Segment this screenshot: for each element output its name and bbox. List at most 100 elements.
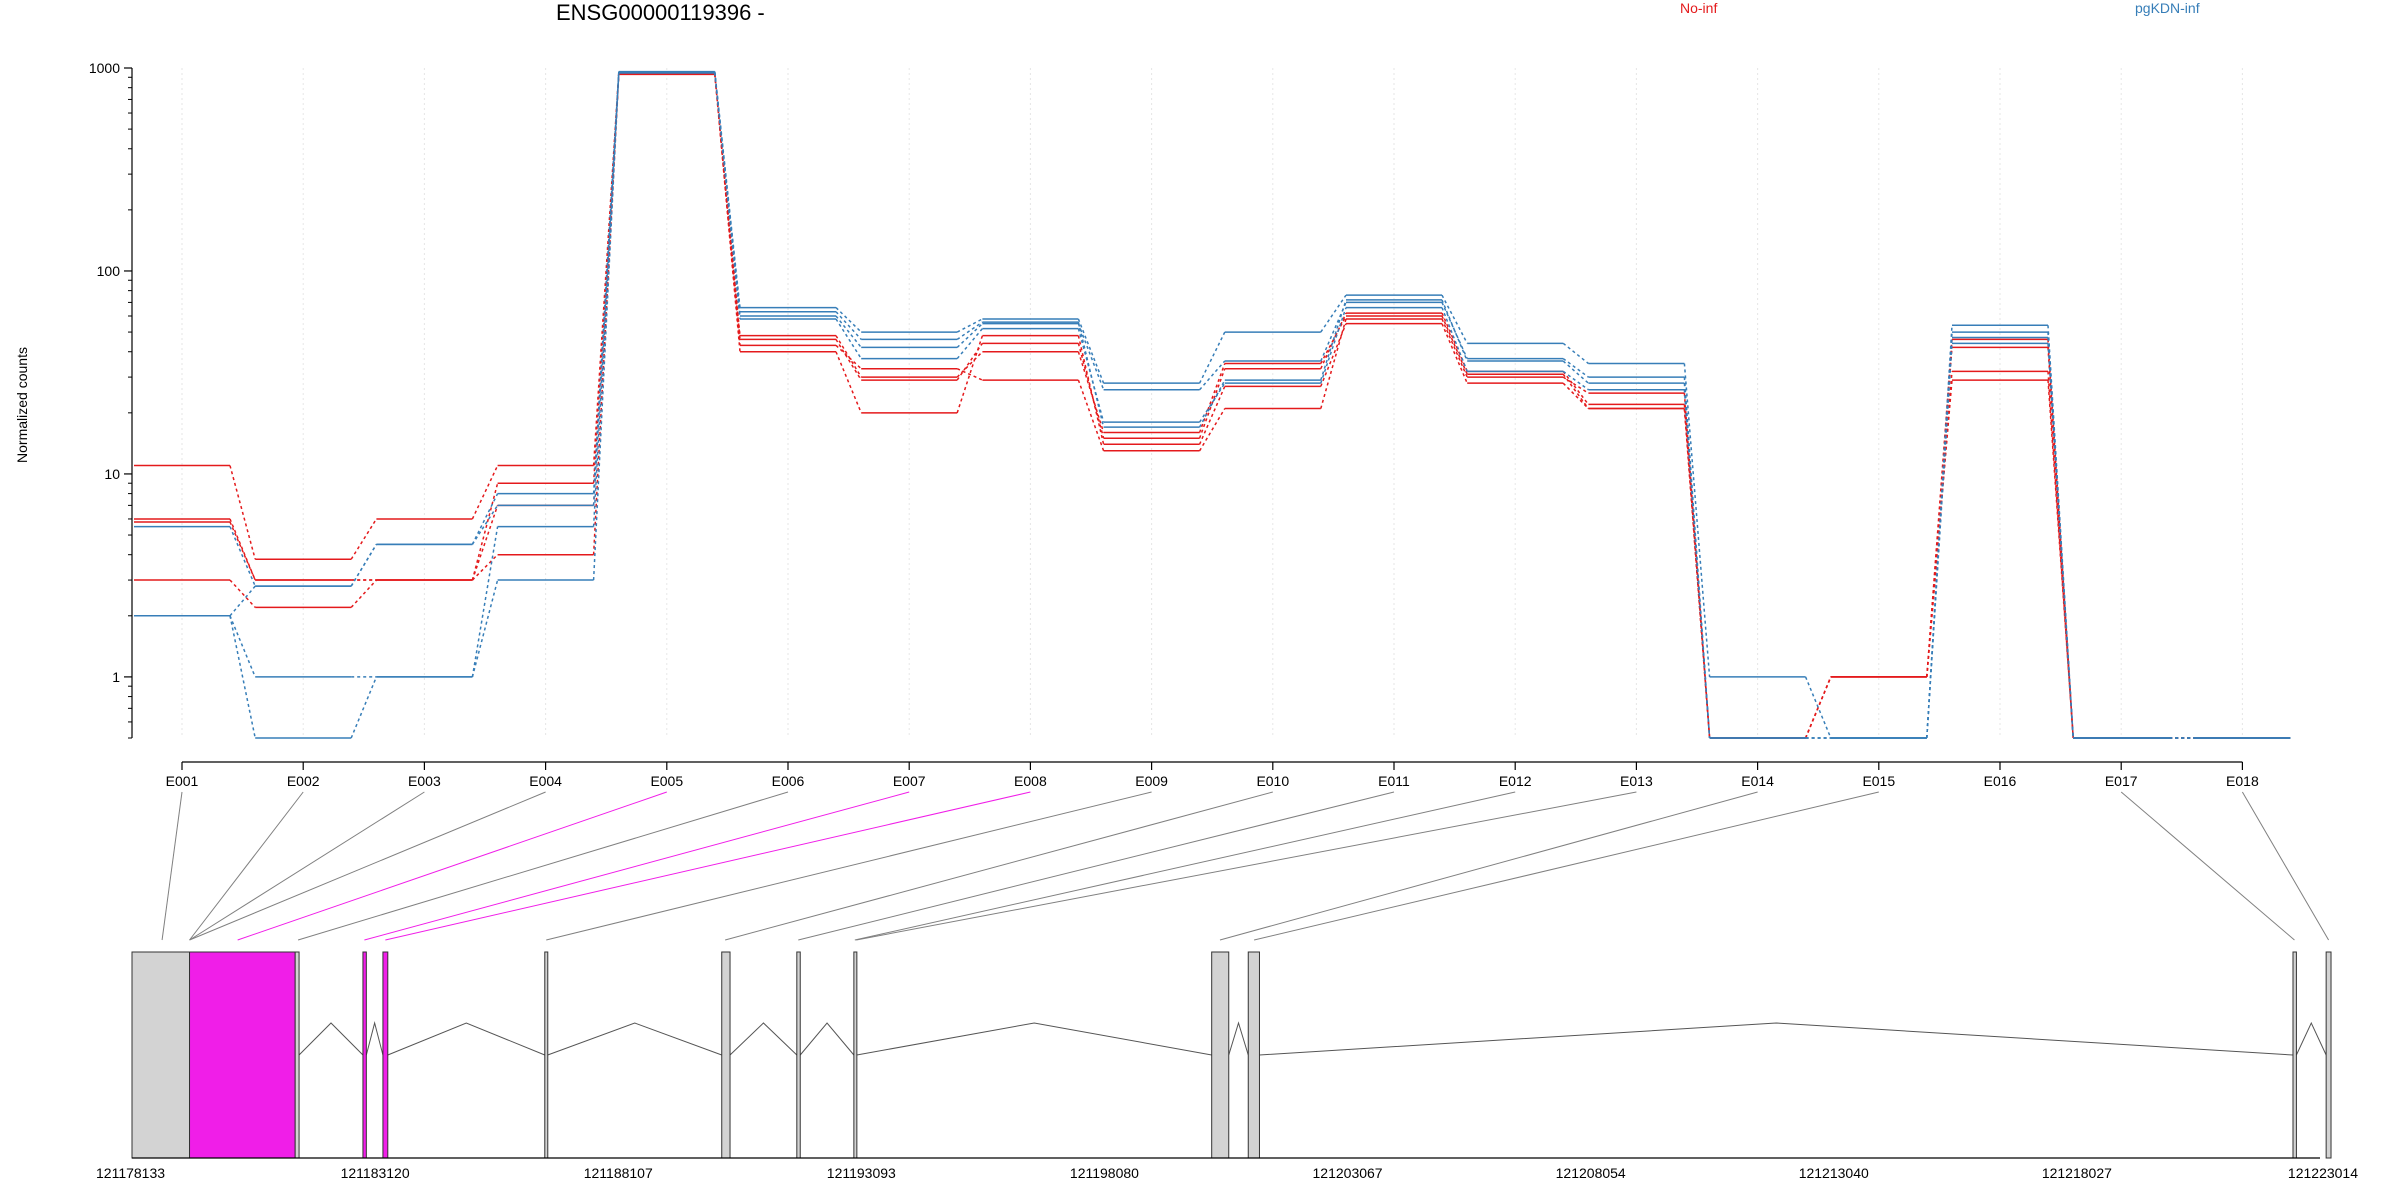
- series-8-pgkdn-inf-connector: [471, 504, 499, 545]
- series-6-pgkdn-inf-connector: [835, 315, 862, 348]
- series-4-no-inf-connector: [1198, 363, 1226, 433]
- x-tick-label-E005: E005: [650, 773, 683, 789]
- series-5-pgkdn-inf-connector: [1683, 363, 1711, 677]
- series-6-pgkdn-inf-connector: [350, 676, 378, 739]
- x-tick-label-E008: E008: [1014, 773, 1047, 789]
- genomic-tick-label: 121188107: [584, 1165, 653, 1181]
- connector-E010: [725, 791, 1273, 941]
- series-4-no-inf-connector: [471, 505, 499, 581]
- series-7-pgkdn-inf-connector: [1562, 370, 1589, 391]
- series-1-no-inf-connector: [835, 339, 862, 381]
- series-2-no-inf-connector: [835, 351, 862, 414]
- series-7-pgkdn-inf-connector: [229, 615, 256, 678]
- chart-title: ENSG00000119396 -: [556, 0, 765, 25]
- series-7-pgkdn-inf-connector: [1320, 307, 1347, 384]
- series-8-pgkdn-inf-connector: [1441, 299, 1468, 362]
- genomic-tick-label: 121203067: [1313, 1165, 1383, 1181]
- series-5-pgkdn-inf-connector: [229, 526, 256, 587]
- exon-box-E004: [362, 951, 367, 1159]
- series-2-no-inf-connector: [1441, 323, 1468, 384]
- series-3-no-inf-connector: [956, 368, 983, 381]
- series-6-pgkdn-inf-connector: [1441, 302, 1468, 359]
- series-4-no-inf-connector: [1562, 373, 1590, 409]
- series-4-no-inf-connector: [1077, 351, 1105, 433]
- series-6-pgkdn-inf-connector: [229, 615, 256, 739]
- x-tick-label-E012: E012: [1499, 773, 1532, 789]
- series-1-no-inf-connector: [471, 465, 499, 520]
- x-tick-label-E003: E003: [408, 773, 441, 789]
- connector-E018: [2241, 791, 2330, 941]
- connector-E006: [297, 791, 789, 941]
- series-3-no-inf-connector: [229, 579, 256, 608]
- series-6-pgkdn-inf-connector: [1320, 302, 1347, 362]
- exon-box-E010: [721, 951, 731, 1159]
- exon-box-E015: [1211, 951, 1230, 1159]
- exon-box-E018: [2325, 951, 2332, 1159]
- series-8-pgkdn-inf-connector: [956, 321, 983, 341]
- series-1-no-inf-connector: [1562, 370, 1589, 405]
- series-5-pgkdn-inf-connector: [471, 493, 499, 545]
- genomic-tick-label: 121198080: [1070, 1165, 1139, 1181]
- series-1-no-inf-connector: [1441, 312, 1468, 372]
- x-tick-label-E002: E002: [287, 773, 320, 789]
- intron-line: [547, 1022, 722, 1056]
- series-4-no-inf-connector: [835, 335, 862, 378]
- x-tick-label-E010: E010: [1256, 773, 1289, 789]
- connector-E014: [1219, 791, 1758, 941]
- series-3-no-inf-connector: [350, 579, 377, 608]
- series-8-pgkdn-inf-connector: [1683, 383, 1711, 739]
- genomic-tick-label: 121213040: [1799, 1165, 1869, 1181]
- series-6-pgkdn-inf-connector: [471, 579, 499, 678]
- genomic-tick-label: 121218027: [2042, 1165, 2112, 1181]
- connector-E009: [546, 791, 1152, 941]
- series-2-no-inf-connector: [471, 483, 499, 581]
- connector-E003: [189, 791, 425, 941]
- x-tick-label-E001: E001: [166, 773, 199, 789]
- y-tick-label-10: 10: [104, 466, 120, 482]
- series-5-pgkdn-inf-connector: [956, 318, 983, 333]
- x-tick-label-E015: E015: [1862, 773, 1895, 789]
- series-2-no-inf-connector: [1198, 386, 1226, 445]
- x-tick-label-E016: E016: [1984, 773, 2017, 789]
- series-1-no-inf-connector: [229, 465, 256, 560]
- y-tick-label-1000: 1000: [89, 60, 120, 76]
- series-7-pgkdn-inf-connector: [592, 72, 620, 527]
- series-3-no-inf-connector: [2047, 371, 2074, 739]
- connector-E015: [1253, 791, 1879, 941]
- series-8-pgkdn-inf-connector: [1320, 299, 1347, 381]
- series-7-pgkdn-inf-connector: [1198, 382, 1226, 423]
- genomic-tick-label: 121208054: [1556, 1165, 1626, 1181]
- connector-E004: [189, 791, 546, 941]
- connector-E007: [364, 791, 910, 941]
- series-8-pgkdn-inf-connector: [1926, 343, 1953, 739]
- connector-E005: [237, 791, 667, 941]
- series-8-pgkdn-inf-connector: [1198, 379, 1226, 428]
- x-tick-label-E014: E014: [1741, 773, 1774, 789]
- exon-box-E001: [131, 951, 191, 1159]
- connector-E002: [189, 791, 304, 941]
- exon-box-E003: [294, 951, 300, 1159]
- exon-box-E005: [382, 951, 389, 1159]
- connector-E017: [2120, 791, 2295, 941]
- intron-line: [365, 1021, 384, 1056]
- exon-box-E017: [2292, 951, 2297, 1159]
- series-5-pgkdn-inf-connector: [1562, 342, 1589, 365]
- intron-line: [856, 1022, 1212, 1056]
- series-8-pgkdn-inf-connector: [714, 72, 741, 312]
- series-7-pgkdn-inf-connector: [1441, 307, 1468, 372]
- series-4-no-inf-connector: [1926, 380, 1953, 677]
- intron-line: [2295, 1021, 2327, 1056]
- legend-pgkdn-inf: pgKDN-inf: [2135, 0, 2200, 16]
- intron-line: [1228, 1021, 1249, 1056]
- series-2-no-inf-connector: [229, 518, 256, 581]
- x-tick-label-E007: E007: [893, 773, 926, 789]
- series-1-no-inf-connector: [350, 518, 378, 560]
- series-3-no-inf-connector: [1562, 376, 1589, 394]
- connector-E008: [385, 791, 1031, 941]
- x-tick-label-E009: E009: [1135, 773, 1168, 789]
- series-5-pgkdn-inf-connector: [1077, 318, 1105, 384]
- series-8-pgkdn-inf-connector: [1077, 321, 1105, 428]
- series-8-pgkdn-inf-connector: [592, 72, 620, 506]
- connector-E013: [856, 791, 1637, 941]
